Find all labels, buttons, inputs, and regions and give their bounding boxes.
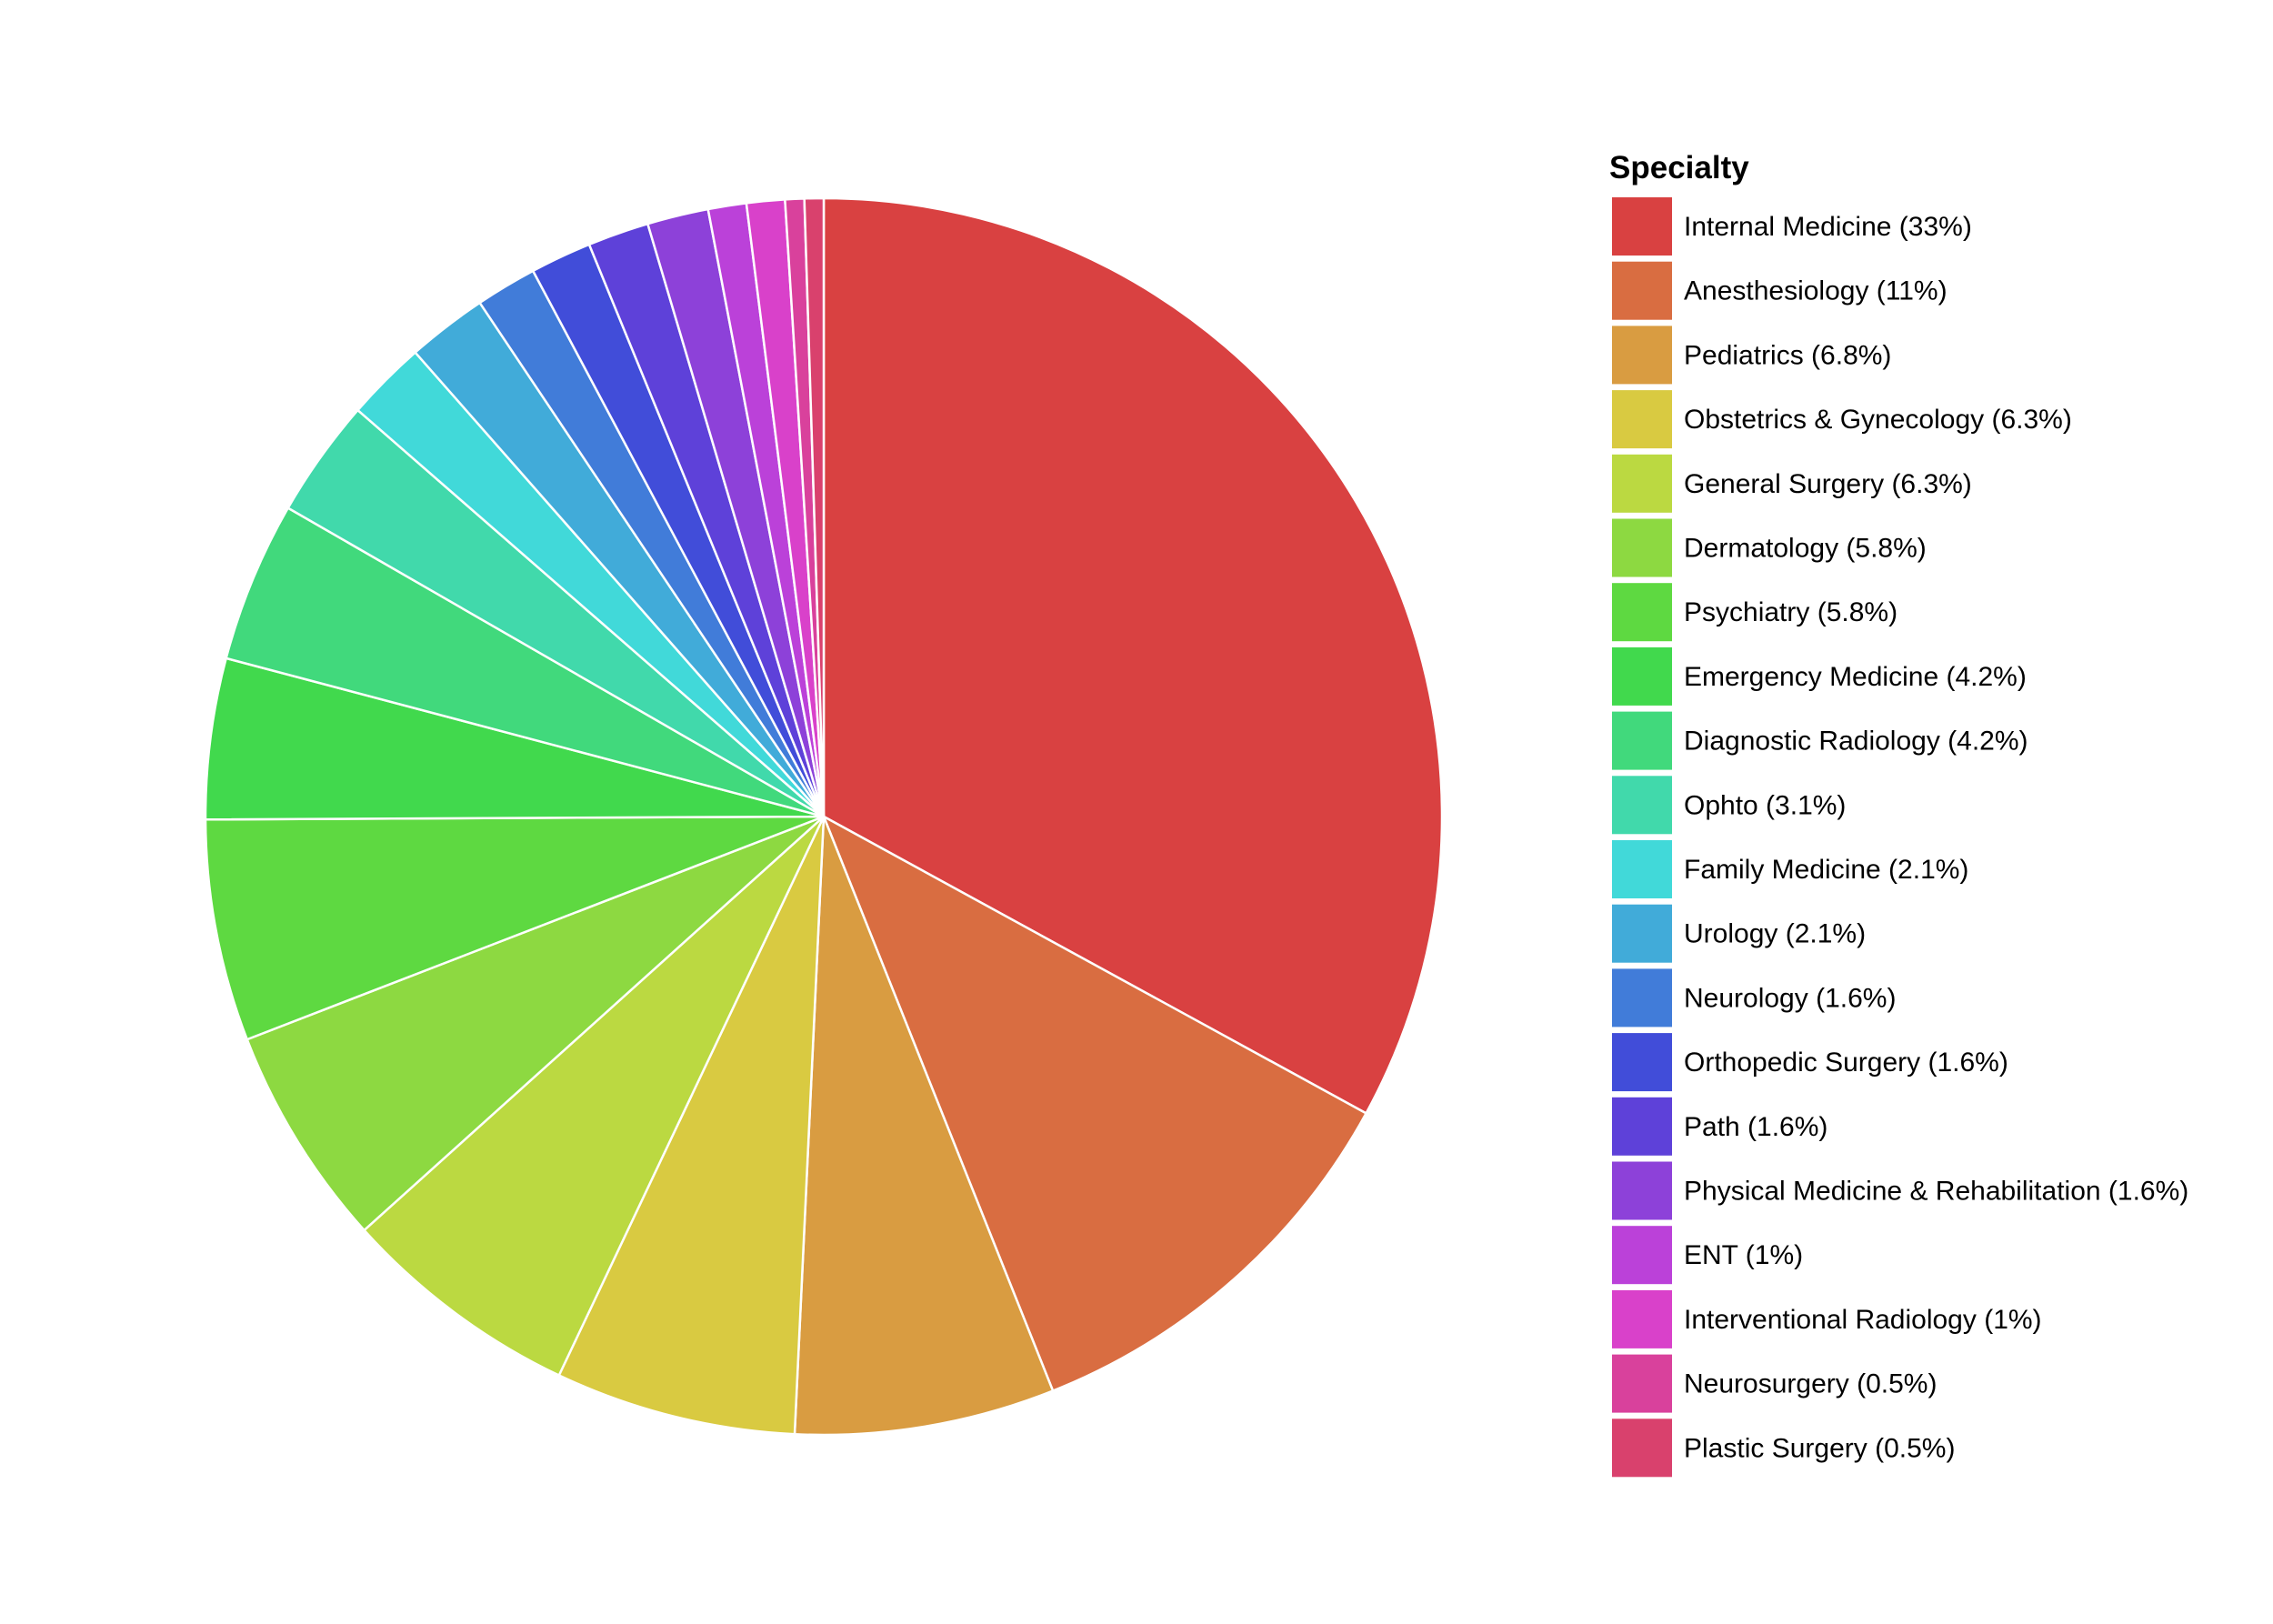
legend-key [1610,1159,1674,1222]
legend-item: Anesthesiology (11%) [1610,259,1948,322]
pie-slice [803,196,826,818]
legend-key [1610,388,1674,451]
legend-item: Orthopedic Surgery (1.6%) [1610,1031,2008,1094]
legend-item: Neurosurgery (0.5%) [1610,1352,1937,1415]
legend-item: Family Medicine (2.1%) [1610,838,1968,900]
legend-label: Emergency Medicine (4.2%) [1684,662,2027,692]
pie [204,196,1444,1437]
legend-item: Diagnostic Radiology (4.2%) [1610,709,2028,772]
legend-item: Dermatology (5.8%) [1610,516,1927,579]
legend-items: Internal Medicine (33%) Anesthesiology (1… [1610,195,2188,1479]
legend-key [1610,1031,1674,1094]
legend-item: ENT (1%) [1610,1224,1803,1287]
legend-title: Specialty [1609,150,1749,185]
legend-label: Path (1.6%) [1684,1112,1827,1142]
pie-slice [557,815,826,1436]
legend-key [1610,645,1674,707]
legend-label: Dermatology (5.8%) [1684,534,1927,564]
pie-slice [204,657,826,821]
pie-slice [204,815,826,1041]
legend-item: Plastic Surgery (0.5%) [1610,1417,1955,1479]
legend-label: Plastic Surgery (0.5%) [1684,1433,1955,1463]
legend-label: Internal Medicine (33%) [1684,212,1972,242]
legend-item: Pediatrics (6.8%) [1610,324,1891,386]
legend-label: Orthopedic Surgery (1.6%) [1684,1048,2008,1078]
pie-slice [822,815,1367,1392]
legend-label: Neurosurgery (0.5%) [1684,1369,1937,1399]
legend-label: Ophto (3.1%) [1684,790,1846,820]
legend-key [1610,967,1674,1029]
legend-item: Obstetrics & Gynecology (6.3%) [1610,388,2072,451]
legend-label: Pediatrics (6.8%) [1684,340,1891,370]
legend-key [1610,259,1674,322]
legend-item: General Surgery (6.3%) [1610,452,1972,515]
legend-label: Diagnostic Radiology (4.2%) [1684,727,2028,757]
pie-slice [793,815,1055,1437]
legend-label: Psychiatry (5.8%) [1684,597,1898,627]
legend-item: Emergency Medicine (4.2%) [1610,645,2027,707]
legend-key [1610,324,1674,386]
legend-label: Urology (2.1%) [1684,919,1866,949]
legend-key [1610,1417,1674,1479]
legend-item: Physical Medicine & Rehabilitation (1.6%… [1610,1159,2188,1222]
pie-slice [245,815,826,1232]
legend-key [1610,838,1674,900]
legend-key [1610,516,1674,579]
legend-key [1610,1352,1674,1415]
legend-label: Anesthesiology (11%) [1684,276,1948,306]
legend-key [1610,195,1674,257]
legend-label: General Surgery (6.3%) [1684,469,1972,499]
pie-slice [363,815,826,1377]
legend-key [1610,1095,1674,1158]
legend-label: Family Medicine (2.1%) [1684,855,1968,885]
legend-key [1610,581,1674,644]
legend-key [1610,709,1674,772]
legend-label: Obstetrics & Gynecology (6.3%) [1684,405,2072,435]
legend-item: Psychiatry (5.8%) [1610,581,1898,644]
legend-key [1610,1224,1674,1287]
legend-label: ENT (1%) [1684,1240,1803,1270]
pie-slice [822,196,1444,1115]
legend-key [1610,774,1674,837]
legend-key [1610,452,1674,515]
legend-label: Interventional Radiology (1%) [1684,1305,2042,1335]
legend-item: Ophto (3.1%) [1610,774,1846,837]
legend-key [1610,902,1674,965]
legend-key [1610,1288,1674,1350]
pie-slice [225,506,826,818]
legend-item: Neurology (1.6%) [1610,967,1896,1029]
legend-item: Urology (2.1%) [1610,902,1866,965]
legend-label: Physical Medicine & Rehabilitation (1.6%… [1684,1177,2188,1207]
legend-item: Interventional Radiology (1%) [1610,1288,2042,1350]
legend-label: Neurology (1.6%) [1684,983,1896,1013]
legend-item: Path (1.6%) [1610,1095,1827,1158]
legend-item: Internal Medicine (33%) [1610,195,1972,257]
legend: Specialty Internal Medicine (33%) Anesthe… [1609,150,2188,1479]
